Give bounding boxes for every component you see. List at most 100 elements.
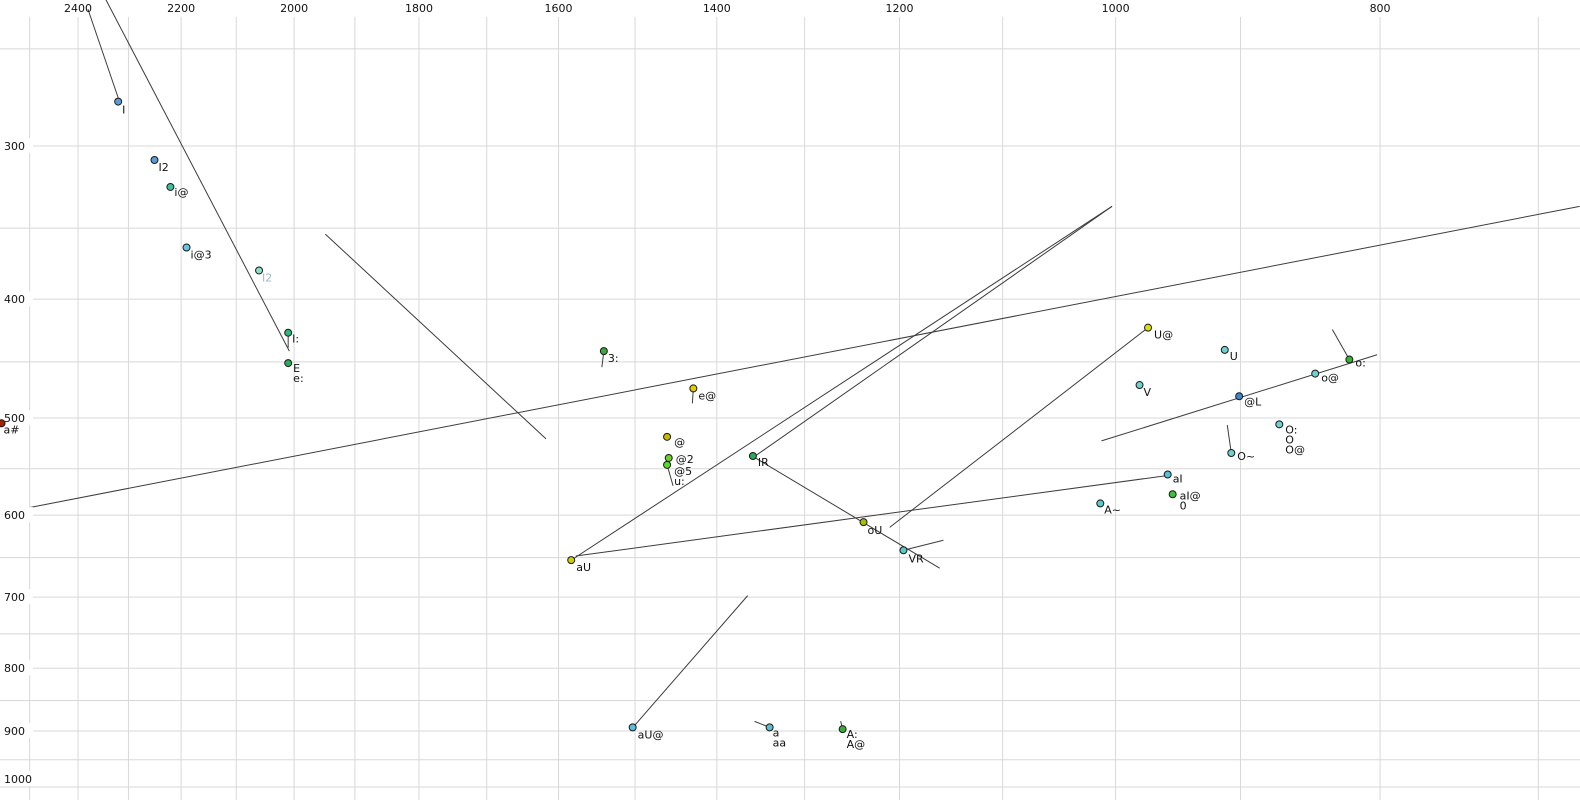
vowel-label: aI@ <box>1180 489 1201 502</box>
x-tick-label: 1000 <box>1102 2 1130 15</box>
y-tick-label: 700 <box>4 591 25 604</box>
trajectory-line <box>753 456 940 569</box>
trajectory-line <box>87 8 119 98</box>
x-tick-label: 1200 <box>886 2 914 15</box>
trajectory-line <box>575 474 1168 557</box>
vowel-point <box>689 384 698 393</box>
vowel-point <box>1227 449 1236 458</box>
vowel-point <box>859 518 868 527</box>
vowel-point <box>166 182 175 191</box>
x-tick-label: 2200 <box>167 2 195 15</box>
label-tick <box>903 539 944 551</box>
vowel-label: A: <box>847 728 858 741</box>
vowel-point <box>628 723 637 732</box>
vowel-label: aI <box>1173 473 1183 486</box>
vowel-label: V <box>1144 386 1152 399</box>
vowel-point <box>1144 323 1153 332</box>
y-tick-label-backing <box>0 409 33 425</box>
vowel-point <box>567 556 576 565</box>
vowel-point <box>150 156 159 165</box>
vowel-label: A@ <box>847 738 866 751</box>
vowel-label: O <box>1285 433 1294 446</box>
vowel-label: i@3 <box>191 248 212 261</box>
trajectory-line <box>633 595 749 728</box>
vowel-point <box>114 97 123 106</box>
vowel-label: U@ <box>1154 329 1173 342</box>
trajectory-line <box>105 0 290 352</box>
vowel-label: O~ <box>1237 450 1255 463</box>
vowel-label: O: <box>1285 423 1297 436</box>
vowel-label: @5 <box>674 465 692 478</box>
y-tick-label-backing <box>0 722 33 738</box>
x-tick-label: 2400 <box>64 2 92 15</box>
y-tick-label: 500 <box>4 412 25 425</box>
y-tick-label-backing <box>0 507 33 523</box>
label-tick <box>1226 424 1232 454</box>
vowel-point <box>599 347 608 356</box>
vowel-point <box>1311 369 1320 378</box>
vowel-label: @2 <box>676 453 694 466</box>
vowel-label: U <box>1230 350 1238 363</box>
vowel-label: i@ <box>174 186 188 199</box>
vowel-label: a# <box>4 423 20 436</box>
vowel-point <box>663 460 672 469</box>
vowel-point <box>284 359 293 368</box>
x-tick-label: 1800 <box>405 2 433 15</box>
x-tick-label: 1400 <box>703 2 731 15</box>
vowel-point <box>284 328 293 337</box>
y-tick-label: 400 <box>4 293 25 306</box>
vowel-point <box>1345 355 1354 364</box>
vowel-label: aU@ <box>638 728 664 741</box>
x-tick-label: 800 <box>1370 2 1391 15</box>
trajectory-line <box>889 327 1149 528</box>
vowel-label: o: <box>1355 357 1365 370</box>
vowel-point <box>255 266 264 275</box>
y-tick-label-backing <box>0 291 33 307</box>
vowel-label: I2 <box>158 161 168 174</box>
x-tick-label: 1600 <box>545 2 573 15</box>
trajectory-line <box>570 205 1113 561</box>
vowel-point <box>664 453 673 462</box>
trajectory-line <box>753 205 1113 458</box>
vowel-point <box>748 451 757 460</box>
vowel-label: e@ <box>698 389 716 402</box>
y-tick-label: 300 <box>4 140 25 153</box>
y-tick-label-backing <box>0 138 33 153</box>
vowel-point <box>1235 392 1244 401</box>
vowel-point <box>182 243 191 252</box>
vowel-label: E <box>293 362 300 375</box>
vowel-label: VR <box>908 552 924 565</box>
vowel-point <box>838 725 847 734</box>
vowel-label: @ <box>674 436 685 449</box>
vowel-point <box>1163 470 1172 479</box>
vowel-label: aU <box>576 561 591 574</box>
x-tick-label: 2000 <box>280 2 308 15</box>
vowel-label: oU <box>868 524 883 537</box>
vowel-point <box>1096 499 1105 508</box>
vowel-point <box>1135 381 1144 390</box>
vowel-label: 0 <box>1180 499 1187 512</box>
vowel-point <box>0 419 6 428</box>
y-tick-label-backing <box>0 589 33 605</box>
vowel-point <box>765 723 774 732</box>
label-tick <box>1331 329 1350 360</box>
vowel-point <box>663 432 672 441</box>
vowel-label: u: <box>674 475 685 488</box>
vowel-label: o@ <box>1321 372 1339 385</box>
y-tick-label-backing <box>0 660 33 676</box>
y-tick-label: 900 <box>4 725 25 738</box>
trajectory-line <box>0 205 1580 514</box>
vowel-label: A~ <box>1104 503 1121 516</box>
vowel-point <box>1168 490 1177 499</box>
vowel-label: I2 <box>262 271 272 284</box>
vowel-point <box>1220 345 1229 354</box>
y-tick-label: 800 <box>4 662 25 675</box>
trajectory-line <box>324 233 547 440</box>
vowel-label: I <box>122 104 125 117</box>
vowel-label: a <box>773 726 780 739</box>
vowel-label: I: <box>292 333 299 346</box>
vowel-point <box>1275 420 1284 429</box>
vowel-label: IR <box>758 456 769 469</box>
